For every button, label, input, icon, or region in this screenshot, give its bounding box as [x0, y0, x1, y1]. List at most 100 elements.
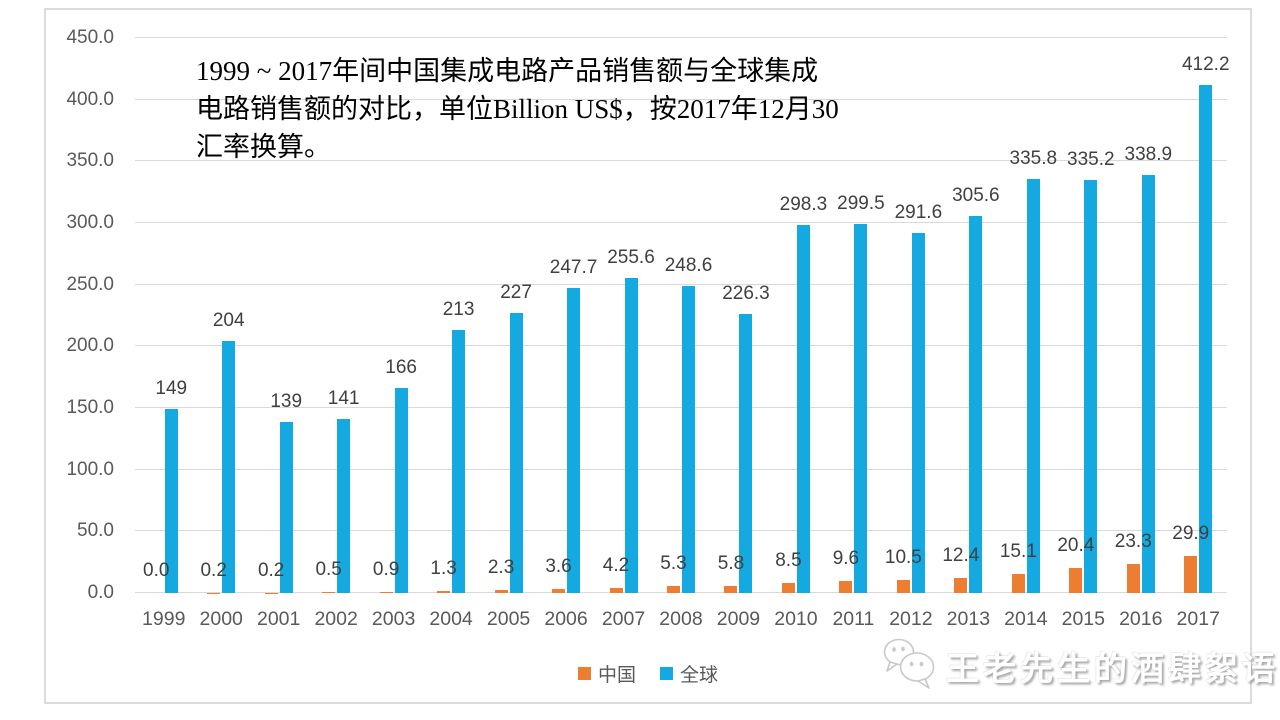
x-axis-label-2000: 2000 [199, 608, 243, 630]
data-label-china-2000: 0.2 [200, 559, 227, 581]
legend-marker [577, 667, 591, 680]
x-axis-label-2006: 2006 [544, 608, 588, 630]
x-axis-label-2003: 2003 [371, 608, 416, 630]
gridline-400.0 [135, 98, 1227, 100]
y-axis-tick-label: 50.0 [77, 520, 114, 542]
chart-title-line-3: 汇率换算。 [196, 132, 331, 162]
x-axis-label-2010: 2010 [774, 608, 818, 630]
bar-global-2009 [739, 313, 753, 593]
x-axis-label-2007: 2007 [601, 608, 646, 630]
bar-global-2003 [394, 388, 408, 593]
data-label-global-2016: 338.9 [1124, 144, 1173, 166]
data-label-global-2000: 204 [212, 310, 245, 332]
x-axis-label-2008: 2008 [659, 608, 703, 630]
legend-marker [660, 667, 673, 680]
data-label-china-2009: 5.8 [717, 552, 745, 574]
bar-global-2002 [337, 419, 351, 593]
bar-global-2016 [1141, 175, 1155, 593]
bar-china-2005 [494, 590, 508, 593]
bar-global-2017 [1199, 84, 1213, 593]
legend-label: 全球 [680, 665, 719, 686]
x-axis-label-2004: 2004 [429, 608, 473, 630]
data-label-china-2015: 20.4 [1057, 534, 1095, 556]
bar-global-2010 [796, 225, 810, 593]
chart-title-line-1: 1999 ~ 2017年间中国集成电路产品销售额与全球集成 [196, 56, 819, 86]
data-label-global-2002: 141 [327, 388, 360, 410]
gridline-250.0 [135, 283, 1227, 285]
x-axis-label-2015: 2015 [1061, 608, 1105, 630]
bar-china-2007 [609, 587, 623, 593]
data-label-china-2007: 4.2 [602, 554, 630, 576]
data-label-global-2011: 299.5 [837, 192, 885, 214]
bar-global-2005 [509, 313, 523, 593]
bar-china-2015 [1069, 567, 1083, 593]
data-label-china-2011: 9.6 [832, 548, 860, 570]
data-label-china-2003: 0.9 [372, 558, 400, 580]
data-label-global-1999: 149 [155, 378, 188, 400]
legend: 中国 全球 [44, 660, 1252, 687]
gridline-0.0 [135, 592, 1227, 593]
bar-global-2013 [969, 216, 983, 593]
chart-frame [44, 8, 1252, 704]
x-axis-label-2005: 2005 [486, 608, 531, 630]
bar-global-2011 [854, 223, 868, 593]
bar-china-2004 [437, 591, 451, 593]
data-label-global-2006: 247.7 [549, 256, 598, 278]
bar-china-2008 [667, 586, 680, 593]
y-axis-tick-label: 150.0 [66, 397, 114, 418]
data-label-china-2014: 15.1 [999, 541, 1037, 563]
data-label-global-2003: 166 [385, 357, 417, 379]
data-label-global-2013: 305.6 [952, 185, 1000, 207]
data-label-china-2010: 8.5 [775, 549, 802, 571]
bar-global-2001 [279, 421, 293, 593]
bar-china-2011 [839, 581, 853, 593]
y-axis-tick-label: 250.0 [66, 273, 114, 295]
bar-china-2009 [724, 585, 738, 593]
x-axis-label-2014: 2014 [1004, 608, 1048, 630]
data-label-global-2007: 255.6 [607, 246, 655, 268]
gridline-300.0 [135, 222, 1227, 223]
bar-global-2014 [1026, 178, 1040, 593]
data-label-global-2008: 248.6 [664, 255, 713, 277]
bar-china-2017 [1184, 556, 1198, 593]
x-axis-label-2001: 2001 [256, 608, 301, 630]
watermark-text: 王老先生的酒肆絮语 [946, 651, 1279, 688]
y-axis-tick-label: 0.0 [87, 582, 114, 603]
x-axis-label-2017: 2017 [1176, 608, 1220, 630]
x-axis-label-2011: 2011 [832, 608, 875, 630]
bar-global-2015 [1084, 179, 1098, 593]
x-axis-label-2016: 2016 [1119, 608, 1163, 630]
y-axis-tick-label: 400.0 [66, 88, 114, 110]
data-label-global-2014: 335.8 [1009, 147, 1058, 169]
legend-label: 中国 [597, 665, 636, 686]
bar-china-2010 [781, 582, 795, 593]
y-axis-tick-label: 450.0 [66, 27, 114, 48]
gridline-150.0 [135, 407, 1227, 408]
x-axis-label-2002: 2002 [314, 608, 358, 630]
data-label-global-2001: 139 [270, 390, 303, 412]
data-label-china-2013: 12.4 [942, 544, 980, 566]
watermark: 王老先生的酒肆絮语 [880, 636, 1279, 695]
data-label-china-2004: 1.3 [430, 558, 457, 580]
x-axis-label-1999: 1999 [142, 608, 186, 630]
bar-global-2007 [624, 277, 638, 593]
data-label-china-1999: 0.0 [143, 560, 170, 581]
data-label-global-2015: 335.2 [1067, 148, 1115, 170]
gridline-50.0 [135, 530, 1227, 532]
legend-item-全球: 全球 [660, 660, 718, 687]
bar-global-2000 [222, 341, 236, 593]
y-axis-tick-label: 100.0 [66, 458, 114, 480]
bar-global-2012 [911, 233, 925, 593]
bar-china-2003 [379, 591, 393, 593]
bar-global-2004 [452, 330, 466, 593]
gridline-100.0 [135, 468, 1227, 470]
x-axis-label-2009: 2009 [716, 608, 761, 630]
bar-china-2014 [1011, 574, 1025, 593]
data-label-china-2002: 0.5 [315, 559, 342, 581]
bar-china-2012 [896, 580, 910, 593]
data-label-china-2012: 10.5 [884, 547, 922, 569]
bar-china-2013 [954, 577, 968, 593]
data-label-global-2004: 213 [442, 299, 475, 321]
bar-china-2006 [552, 588, 566, 593]
